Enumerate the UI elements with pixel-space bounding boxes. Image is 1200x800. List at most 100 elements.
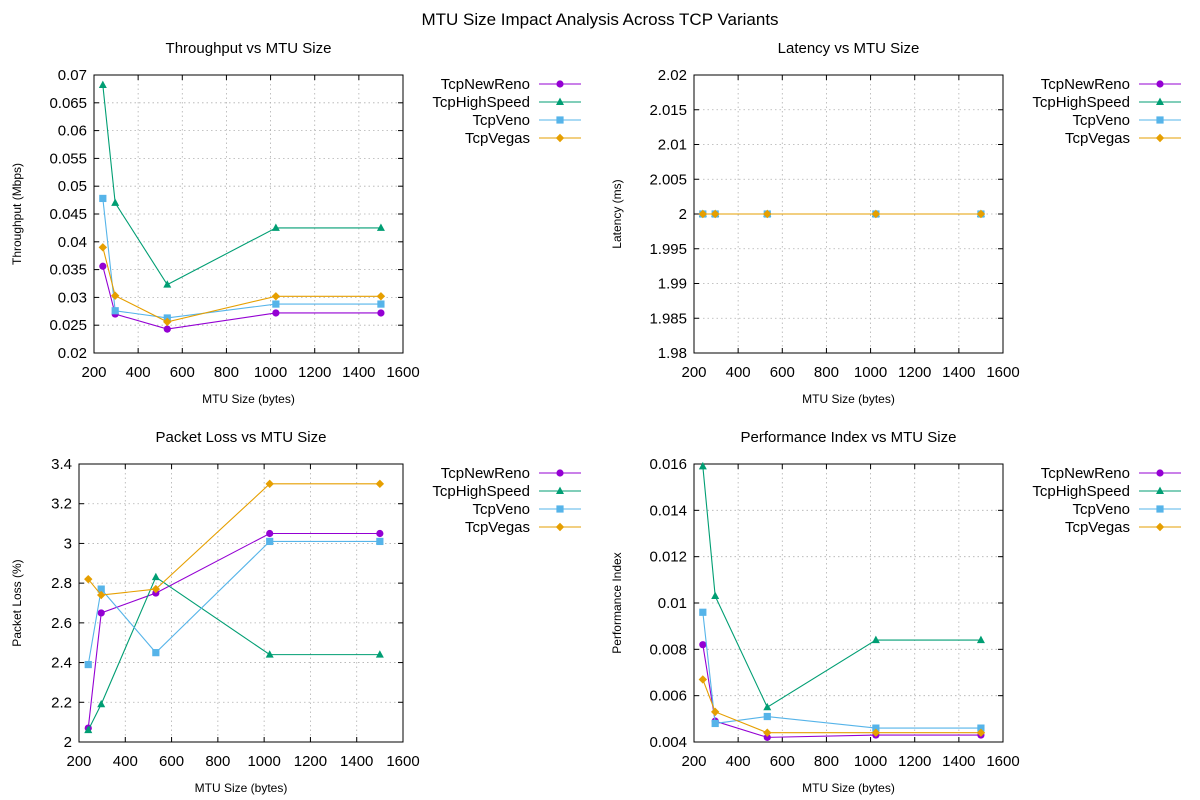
x-tick-label: 200 — [81, 364, 106, 381]
x-tick-label: 200 — [681, 364, 706, 381]
legend-label: TcpNewReno — [1041, 465, 1130, 482]
y-tick-label: 0.04 — [58, 234, 87, 251]
y-tick-label: 2 — [679, 206, 687, 223]
data-point-tcphighspeed — [163, 280, 172, 288]
y-tick-label: 0.06 — [58, 123, 87, 140]
x-tick-label: 1600 — [386, 753, 419, 770]
legend-marker — [1156, 80, 1164, 88]
legend-label: TcpNewReno — [441, 76, 530, 93]
chart-panel-3: Packet Loss vs MTU Size 200 400 600 800 1000 1… — [10, 429, 581, 795]
x-tick-label: 1600 — [986, 753, 1019, 770]
data-point-tcpvegas — [151, 584, 161, 594]
data-point-tcpnewreno — [99, 262, 107, 270]
x-tick-label: 1400 — [340, 753, 373, 770]
y-tick-label: 2.01 — [658, 137, 687, 154]
legend-marker — [556, 469, 564, 477]
x-tick-label: 600 — [159, 753, 184, 770]
legend-label: TcpVeno — [472, 501, 530, 518]
legend-marker — [556, 80, 564, 88]
data-point-tcpveno — [84, 660, 92, 669]
data-point-tcpvegas — [976, 728, 986, 737]
data-point-tcpvegas — [97, 590, 106, 600]
legend-label: TcpVegas — [1065, 519, 1130, 536]
data-point-tcpnewreno — [376, 529, 384, 538]
chart-title: Performance Index vs MTU Size — [741, 429, 957, 446]
x-tick-label: 400 — [113, 753, 138, 770]
data-point-tcphighspeed — [711, 591, 720, 600]
data-point-tcphighspeed — [111, 198, 120, 206]
legend-label: TcpVeno — [1072, 112, 1130, 129]
y-tick-label: 0.016 — [649, 456, 687, 473]
data-point-tcpveno — [266, 537, 274, 546]
data-point-tcpveno — [376, 537, 384, 546]
series-line-tcpveno — [87, 540, 380, 665]
legend-label: TcpVeno — [1072, 501, 1130, 518]
legend-marker — [556, 505, 564, 513]
chart-panel-1: Throughput vs MTU Size 200 400 600 800 1000 12… — [10, 40, 581, 406]
data-point-tcpveno — [699, 608, 707, 616]
data-point-tcphighspeed — [97, 699, 106, 708]
data-point-tcpnewreno — [97, 609, 105, 617]
data-point-tcphighspeed — [976, 635, 985, 644]
data-point-tcphighspeed — [151, 572, 160, 581]
data-point-tcpnewreno — [763, 733, 771, 741]
legend-marker — [555, 522, 565, 532]
x-axis-label: MTU Size (bytes) — [195, 781, 288, 795]
data-point-tcpvegas — [163, 317, 172, 327]
x-axis-label: MTU Size (bytes) — [802, 781, 895, 795]
legend-label: TcpVegas — [1065, 130, 1130, 147]
y-tick-label: 2.2 — [51, 694, 72, 711]
y-tick-label: 0.01 — [658, 595, 687, 612]
x-tick-label: 800 — [214, 364, 239, 381]
y-tick-label: 1.98 — [658, 345, 687, 362]
data-point-tcpnewreno — [266, 529, 274, 538]
x-tick-label: 400 — [126, 364, 151, 381]
data-point-tcpvegas — [110, 291, 120, 300]
data-point-tcpveno — [272, 300, 280, 308]
y-tick-label: 0.05 — [58, 178, 87, 195]
legend-marker — [556, 116, 564, 124]
x-tick-label: 1400 — [342, 364, 375, 381]
data-point-tcpveno — [99, 194, 107, 203]
data-point-tcpnewreno — [699, 641, 707, 649]
legend-label: TcpVegas — [465, 519, 530, 536]
series-line-tcpvegas — [87, 483, 380, 596]
legend-label: TcpHighSpeed — [432, 94, 530, 111]
legend-label: TcpHighSpeed — [1032, 483, 1130, 500]
y-tick-label: 3.2 — [51, 496, 72, 513]
legend-marker — [1156, 486, 1164, 494]
x-tick-label: 800 — [814, 753, 839, 770]
y-tick-label: 0.035 — [49, 262, 87, 279]
y-tick-label: 2.02 — [658, 67, 687, 84]
legend-label: TcpHighSpeed — [432, 483, 530, 500]
legend-label: TcpHighSpeed — [1032, 94, 1130, 111]
legend-label: TcpVeno — [472, 112, 530, 129]
x-tick-label: 1200 — [294, 753, 327, 770]
x-tick-label: 1400 — [942, 753, 975, 770]
legend-label: TcpNewReno — [441, 465, 530, 482]
y-tick-label: 0.025 — [49, 317, 87, 334]
x-tick-label: 400 — [726, 753, 751, 770]
y-tick-label: 2.4 — [51, 655, 72, 672]
x-tick-label: 800 — [814, 364, 839, 381]
chart-title: Packet Loss vs MTU Size — [156, 429, 327, 446]
x-tick-label: 600 — [770, 364, 795, 381]
legend-marker — [1155, 133, 1165, 143]
data-point-tcpvegas — [375, 479, 385, 489]
data-point-tcpveno — [977, 724, 985, 732]
y-axis-label: Packet Loss (%) — [10, 559, 24, 646]
y-tick-label: 1.995 — [649, 241, 687, 258]
data-point-tcpveno — [97, 585, 105, 593]
x-tick-label: 1000 — [247, 753, 280, 770]
y-tick-label: 0.065 — [49, 95, 87, 112]
data-point-tcpvegas — [763, 209, 772, 219]
x-tick-label: 400 — [726, 364, 751, 381]
data-point-tcpvegas — [871, 209, 881, 219]
data-point-tcpnewreno — [163, 325, 171, 333]
x-tick-label: 1200 — [298, 364, 331, 381]
data-point-tcphighspeed — [84, 725, 93, 734]
y-tick-label: 2.015 — [649, 102, 687, 119]
